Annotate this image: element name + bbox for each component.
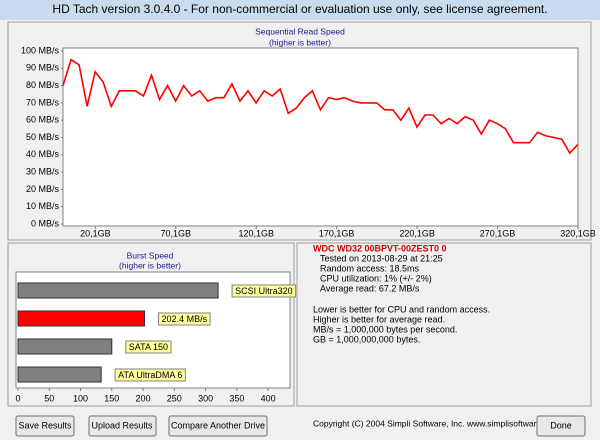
y-tick-label: 60 MB/s — [26, 115, 60, 125]
x-tick-label: 320,1GB — [560, 228, 596, 238]
info-line: Tested on 2013-08-29 at 21:25 — [320, 253, 443, 263]
y-tick-label: 70 MB/s — [26, 97, 60, 107]
y-tick-label: 40 MB/s — [26, 149, 60, 159]
button-label[interactable]: Upload Results — [91, 420, 153, 430]
label-box — [231, 284, 297, 298]
x-tick-label: 400 — [261, 393, 276, 403]
x-tick-label: 270,1GB — [480, 228, 516, 238]
burst-bar — [17, 366, 102, 383]
upload-button[interactable]: Upload Results — [88, 415, 157, 437]
save-button[interactable]: Save Results — [15, 415, 75, 437]
x-tick-label: 300 — [198, 393, 213, 403]
title-bar — [0, 0, 600, 20]
info-line: Random access: 18.5ms — [320, 263, 420, 273]
burst-bar — [17, 310, 146, 327]
x-tick-label: 70,1GB — [161, 228, 192, 238]
info-note: Lower is better for CPU and random acces… — [313, 304, 490, 314]
label-box — [125, 340, 172, 354]
button-label[interactable]: Done — [550, 420, 572, 430]
x-tick-label: 20,1GB — [80, 228, 111, 238]
info-panel — [296, 242, 592, 407]
x-tick-label: 0 — [15, 393, 20, 403]
bar-label: ATA UltraDMA 6 — [118, 370, 182, 380]
bar-label: SATA 150 — [129, 342, 168, 352]
burst-title: Burst Speed — [127, 250, 174, 260]
burst-bar — [17, 338, 113, 355]
read-plot — [62, 47, 579, 227]
y-tick-label: 50 MB/s — [26, 132, 60, 142]
y-tick-label: 30 MB/s — [26, 166, 60, 176]
label-box — [114, 368, 186, 382]
x-tick-label: 50 — [44, 393, 54, 403]
read-line — [62, 58, 579, 155]
x-tick-label: 170,1GB — [319, 228, 355, 238]
y-tick-label: 90 MB/s — [26, 63, 60, 73]
read-title: Sequential Read Speed — [255, 26, 345, 36]
info-line: Average read: 67.2 MB/s — [320, 283, 420, 293]
burst-bar — [17, 282, 219, 299]
compare-button[interactable]: Compare Another Drive — [168, 415, 268, 437]
done-button[interactable]: Done — [536, 415, 586, 437]
info-note: Higher is better for average read. — [313, 314, 445, 324]
button-label[interactable]: Compare Another Drive — [171, 420, 265, 430]
y-tick-label: 0 MB/s — [31, 218, 60, 228]
x-tick-label: 150 — [104, 393, 119, 403]
y-tick-label: 100 MB/s — [21, 45, 60, 55]
drive-name: WDC WD32 00BPVT-00ZEST0 0 — [313, 243, 447, 253]
x-tick-label: 100 — [73, 393, 88, 403]
copyright: Copyright (C) 2004 Simpli Software, Inc.… — [313, 418, 560, 428]
y-tick-label: 10 MB/s — [26, 201, 60, 211]
bar-label: SCSI Ultra320 — [235, 286, 293, 296]
x-tick-label: 220,1GB — [399, 228, 435, 238]
bar-label: 202.4 MB/s — [162, 314, 208, 324]
button-label[interactable]: Save Results — [18, 420, 72, 430]
burst-subtitle: (higher is better) — [119, 260, 181, 270]
y-tick-label: 80 MB/s — [26, 80, 60, 90]
x-tick-label: 250 — [167, 393, 182, 403]
window-title: HD Tach version 3.0.4.0 - For non-commer… — [52, 2, 547, 16]
info-note: GB = 1,000,000,000 bytes. — [313, 334, 420, 344]
info-note: MB/s = 1,000,000 bytes per second. — [313, 324, 457, 334]
label-box — [158, 312, 211, 326]
x-tick-label: 120,1GB — [238, 228, 274, 238]
x-tick-label: 350 — [229, 393, 244, 403]
x-tick-label: 200 — [136, 393, 151, 403]
info-line: CPU utilization: 1% (+/- 2%) — [320, 273, 432, 283]
y-tick-label: 20 MB/s — [26, 184, 60, 194]
read-subtitle: (higher is better) — [269, 37, 331, 47]
